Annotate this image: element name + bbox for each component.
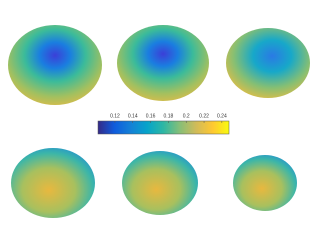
colorbar	[97, 120, 230, 135]
surface	[8, 25, 102, 105]
tick-label: 0.22	[199, 113, 209, 119]
tick-label: 0.16	[146, 113, 156, 119]
tick-label: 0.12	[110, 113, 120, 119]
surface	[117, 25, 209, 101]
surface	[122, 151, 198, 215]
surface	[233, 155, 297, 211]
tick-label: 0.14	[128, 113, 138, 119]
surface	[226, 28, 310, 98]
surface	[11, 148, 95, 218]
surface-plots	[8, 25, 310, 218]
tick-label: 0.24	[217, 113, 227, 119]
tick-label: 0.2	[183, 113, 190, 119]
tick-label: 0.18	[164, 113, 174, 119]
